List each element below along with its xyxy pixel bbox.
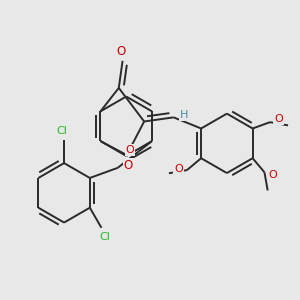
Text: O: O <box>126 145 134 155</box>
Text: O: O <box>274 114 283 124</box>
Text: O: O <box>124 159 133 172</box>
Text: Cl: Cl <box>56 126 67 136</box>
Text: O: O <box>268 170 277 180</box>
Text: Cl: Cl <box>99 232 110 242</box>
Text: O: O <box>174 164 183 174</box>
Text: H: H <box>180 110 188 120</box>
Text: O: O <box>116 45 126 58</box>
